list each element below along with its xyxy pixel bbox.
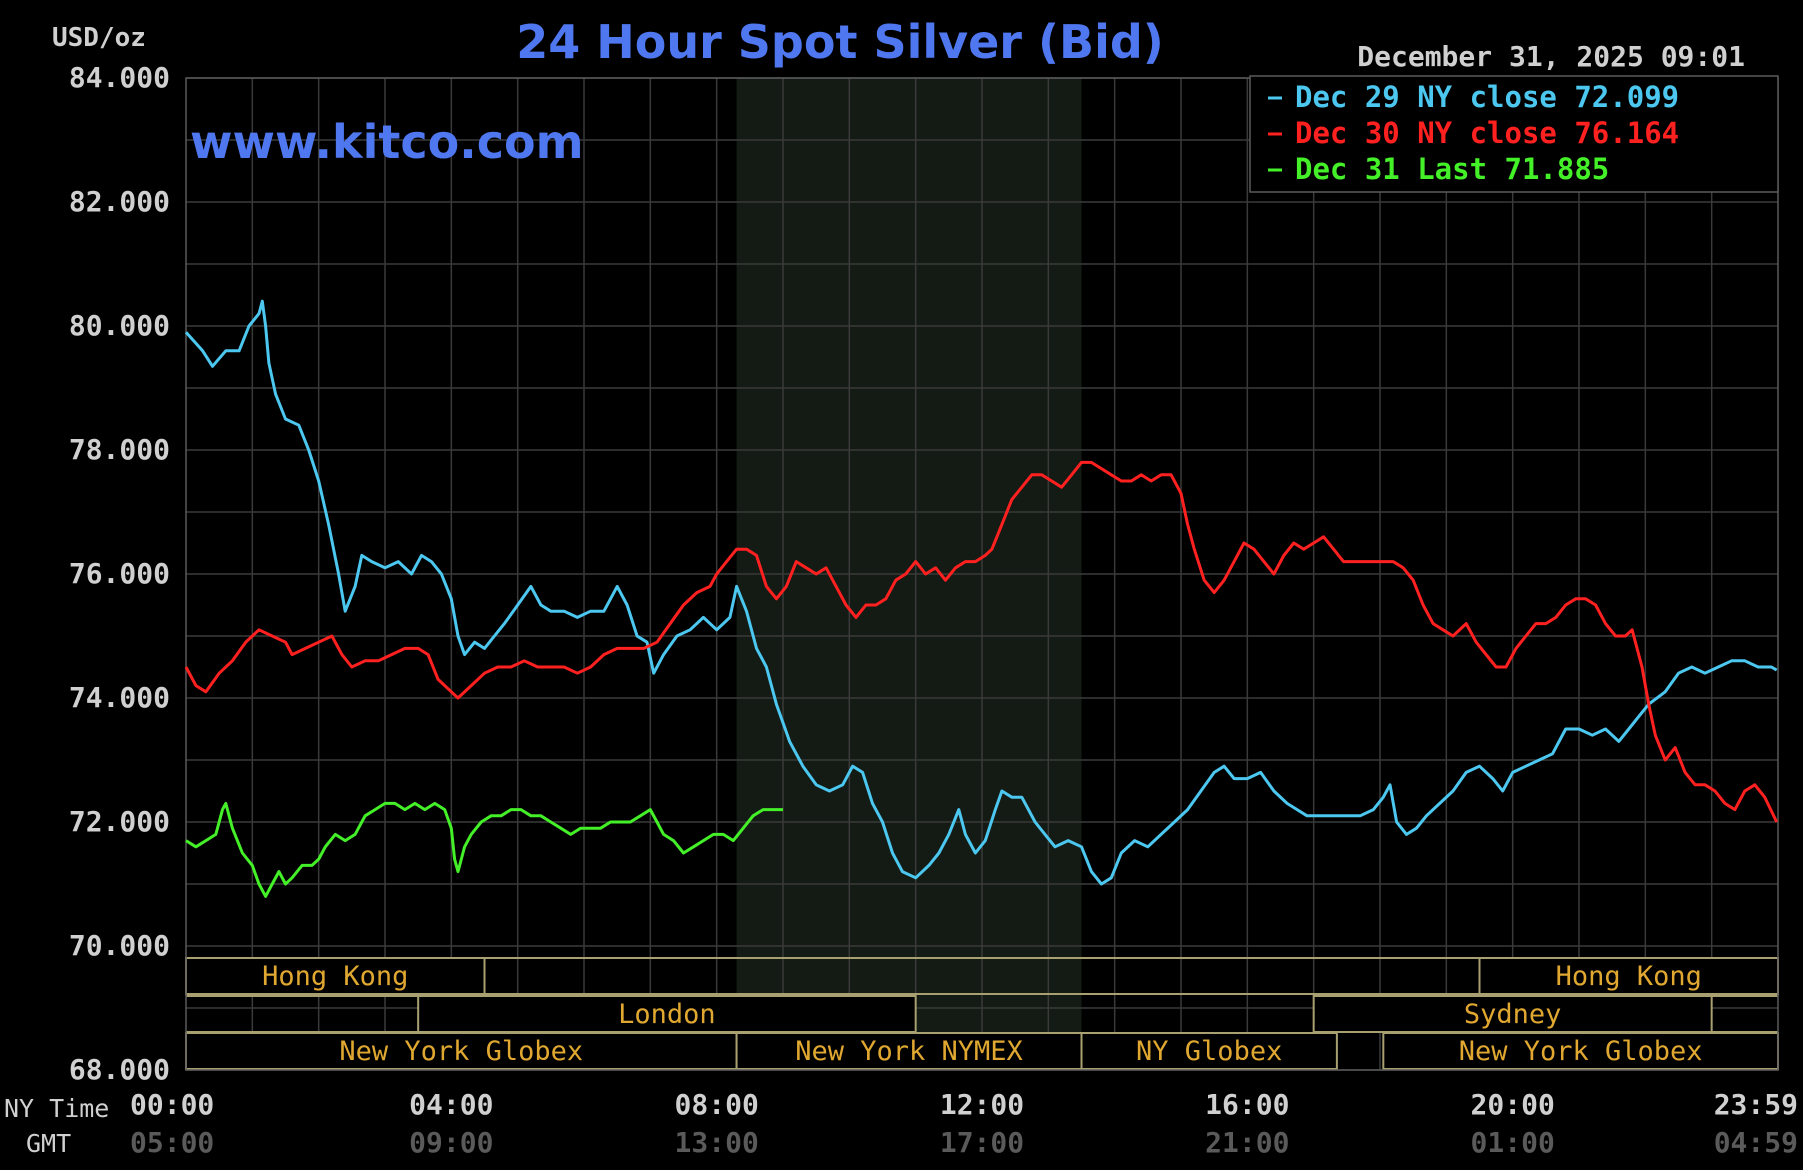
x-tick-label-gmt: 17:00 [940, 1126, 1024, 1159]
y-tick-label: 84.000 [69, 61, 170, 94]
session-box [1478, 957, 1779, 995]
x-axis-ticks: 00:00 05:00 04:00 09:00 08:00 13:00 12:00 17:00… [130, 1088, 1798, 1159]
legend-entry: Dec 29 NY close 72.099 [1295, 80, 1679, 114]
session-label: Sydney [1464, 999, 1562, 1030]
x-tick-label-ny: 16:00 [1205, 1088, 1289, 1121]
x-tick-label-gmt: 01:00 [1471, 1126, 1555, 1159]
legend-entry: Dec 30 NY close 76.164 [1295, 116, 1679, 150]
session-label: London [618, 999, 716, 1030]
y-axis-label: USD/oz [52, 23, 146, 53]
gmt-row-label: GMT [26, 1129, 71, 1158]
x-tick-label-ny: 23:59 [1714, 1088, 1798, 1121]
session-box [185, 957, 486, 995]
trading-sessions: Hong Kong Hong Kong London Sydney New York G… [185, 957, 1779, 1070]
legend-box [1249, 75, 1779, 193]
session-box [1080, 1032, 1338, 1070]
x-tick-label-ny: 08:00 [675, 1088, 759, 1121]
session-label: Hong Kong [1556, 961, 1702, 992]
session-box [1312, 995, 1713, 1033]
ny-time-row-label: NY Time [4, 1094, 109, 1123]
x-tick-label-ny: 04:00 [409, 1088, 493, 1121]
y-tick-label: 80.000 [69, 309, 170, 342]
series-line-dec-30 [184, 460, 1779, 823]
x-tick-label-ny: 20:00 [1471, 1088, 1555, 1121]
session-label: New York NYMEX [795, 1036, 1023, 1067]
series-lines [184, 299, 1779, 898]
plot-frame [185, 77, 1779, 1071]
x-tick-label-gmt: 04:59 [1714, 1126, 1798, 1159]
y-tick-label: 72.000 [69, 805, 170, 838]
y-tick-label: 74.000 [69, 681, 170, 714]
legend-entry: Dec 31 Last 71.885 [1295, 152, 1609, 186]
series-line-dec-29 [184, 299, 1778, 886]
x-tick-label-gmt: 09:00 [409, 1126, 493, 1159]
session-box [185, 1032, 738, 1070]
x-tick-label-gmt: 21:00 [1205, 1126, 1289, 1159]
y-tick-label: 78.000 [69, 433, 170, 466]
x-tick-label-ny: 00:00 [130, 1088, 214, 1121]
series-line-dec-31 [185, 801, 783, 898]
x-tick-label-gmt: 13:00 [675, 1126, 759, 1159]
y-tick-label: 70.000 [69, 929, 170, 962]
y-tick-label: 68.000 [69, 1053, 170, 1086]
y-tick-label: 76.000 [69, 557, 170, 590]
watermark-url: www.kitco.com [190, 115, 584, 169]
y-axis-ticks: 84.000 82.000 80.000 78.000 76.000 74.000 72.0… [69, 61, 170, 1086]
timestamp: December 31, 2025 09:01 [1357, 40, 1745, 73]
session-label: NY Globex [1136, 1036, 1282, 1067]
session-label: Hong Kong [262, 961, 408, 992]
session-box [735, 1032, 1083, 1070]
chart-title: 24 Hour Spot Silver (Bid) [516, 15, 1164, 69]
session-label: New York Globex [1459, 1036, 1703, 1067]
x-tick-label-ny: 12:00 [940, 1088, 1024, 1121]
y-tick-label: 82.000 [69, 185, 170, 218]
session-box [1382, 1032, 1779, 1070]
x-tick-label-gmt: 05:00 [130, 1126, 214, 1159]
session-label: New York Globex [339, 1036, 583, 1067]
